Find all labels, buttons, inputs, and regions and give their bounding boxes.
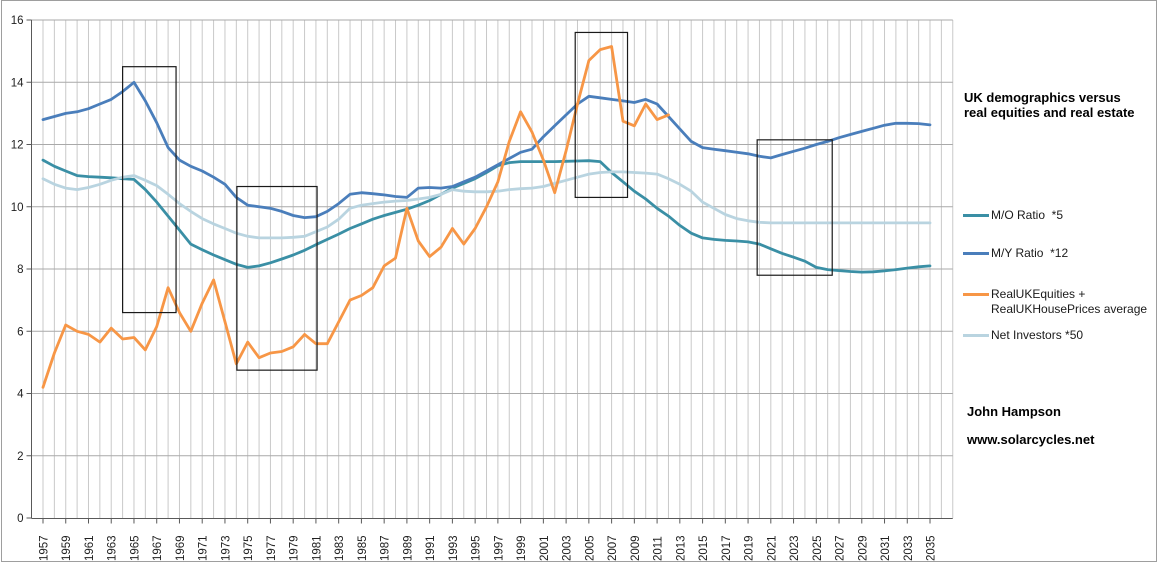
legend-item-net-investors: Net Investors *50 [963, 328, 1155, 343]
chart-title: UK demographics versus real equities and… [964, 90, 1135, 120]
x-tick-label: 1957 [39, 535, 51, 561]
y-tick-label: 4 [17, 389, 24, 401]
x-tick-label: 1987 [380, 535, 392, 561]
x-tick-label: 2021 [766, 535, 778, 561]
x-tick-label: 1961 [84, 535, 96, 561]
x-tick-label: 1965 [129, 535, 141, 561]
annotation-box [122, 66, 177, 314]
mo-ratio-line-swatch [963, 214, 989, 217]
y-tick-label: 2 [17, 451, 23, 463]
footer-website: www.solarcycles.net [967, 432, 1095, 447]
x-tick-label: 1985 [357, 535, 369, 561]
annotation-box [236, 185, 318, 371]
x-tick-label: 2007 [607, 535, 619, 561]
y-tick-label: 6 [17, 326, 23, 338]
legend-item-my-ratio: M/Y Ratio *12 [963, 246, 1155, 261]
x-tick-label: 2029 [857, 535, 869, 561]
series-line-4 [41, 45, 670, 389]
x-tick-label: 2013 [675, 535, 687, 561]
x-tick-label: 1979 [289, 535, 301, 561]
x-tick-label: 2001 [539, 535, 551, 561]
x-tick-label: 2005 [584, 535, 596, 561]
x-tick-label: 2019 [744, 535, 756, 561]
x-tick-label: 1995 [471, 535, 483, 561]
y-tick-label: 16 [11, 15, 24, 27]
y-tick-label: 14 [11, 77, 24, 89]
x-tick-label: 2025 [812, 535, 824, 561]
legend-item-real-equities: RealUKEquities + RealUKHousePrices avera… [963, 287, 1155, 317]
x-tick-label: 2033 [903, 535, 915, 561]
x-tick-label: 1983 [334, 535, 346, 561]
x-tick-label: 2003 [562, 535, 574, 561]
x-tick-label: 2035 [926, 535, 938, 561]
x-tick-label: 1989 [402, 535, 414, 561]
x-tick-label: 2017 [721, 535, 733, 561]
x-tick-label: 2009 [630, 535, 642, 561]
x-tick-label: 1969 [175, 535, 187, 561]
x-tick-label: 1973 [220, 535, 232, 561]
annotation-box [756, 139, 833, 276]
legend-label: M/O Ratio *5 [991, 208, 1064, 222]
real-equities-line-swatch [963, 293, 989, 296]
my-ratio-line-swatch [963, 252, 989, 255]
net-investors-line-swatch [963, 334, 989, 337]
x-tick-label: 2011 [653, 536, 665, 561]
footer-author: John Hampson [967, 404, 1061, 419]
x-tick-label: 1997 [493, 535, 505, 561]
x-tick-label: 2031 [880, 535, 892, 561]
legend-label: Net Investors *50 [991, 328, 1084, 342]
y-tick-label: 12 [11, 140, 24, 152]
x-tick-label: 2023 [789, 535, 801, 561]
x-tick-label: 1975 [243, 535, 255, 561]
annotation-box [574, 31, 629, 199]
legend-label: RealUKEquities + RealUKHousePrices avera… [991, 287, 1148, 316]
y-tick-label: 0 [17, 513, 23, 525]
x-tick-label: 1971 [198, 535, 210, 561]
x-tick-label: 1967 [152, 535, 164, 561]
y-tick-label: 10 [11, 202, 24, 214]
x-tick-label: 1999 [516, 535, 528, 561]
series-line-3 [41, 170, 932, 240]
y-tick-label: 8 [17, 264, 23, 276]
x-tick-label: 1963 [107, 535, 119, 561]
x-tick-label: 1959 [61, 535, 73, 561]
series-line-2 [41, 80, 932, 219]
x-tick-label: 1991 [425, 535, 437, 561]
legend-label: M/Y Ratio *12 [991, 246, 1069, 260]
x-tick-label: 2027 [835, 535, 847, 561]
x-tick-label: 1993 [448, 535, 460, 561]
x-tick-label: 1977 [266, 535, 278, 561]
legend-item-mo-ratio: M/O Ratio *5 [963, 208, 1155, 223]
x-tick-label: 1981 [311, 535, 323, 561]
x-tick-label: 2015 [698, 535, 710, 561]
